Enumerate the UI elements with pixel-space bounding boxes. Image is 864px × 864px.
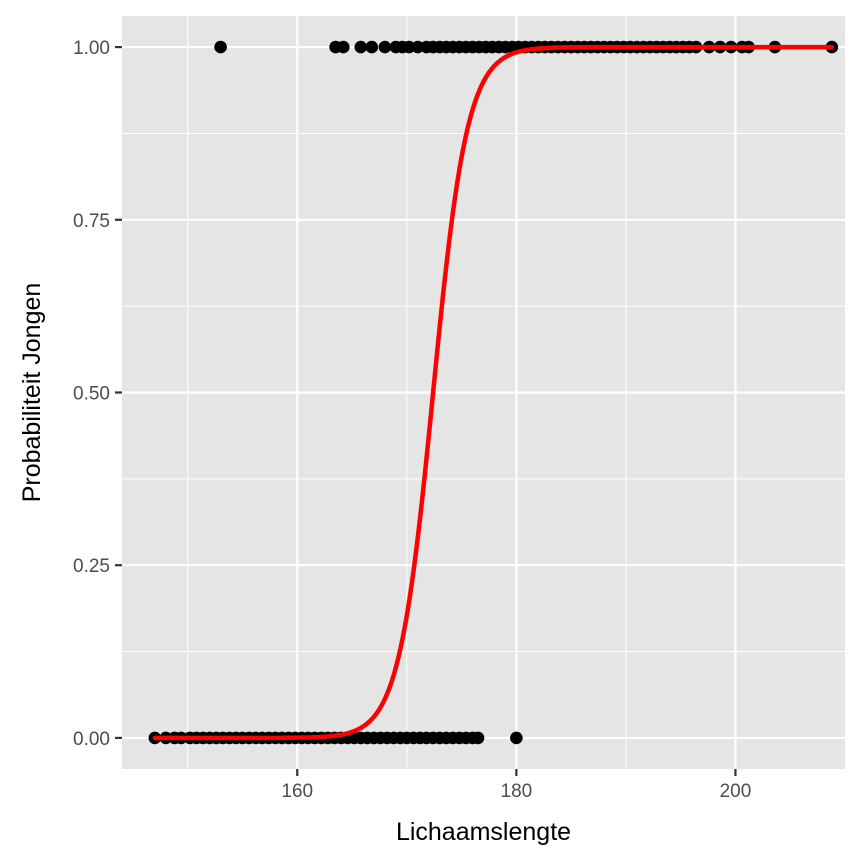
y-tick-label: 1.00	[73, 38, 110, 59]
y-axis-title: Probabiliteit Jongen	[18, 283, 46, 503]
data-point	[336, 40, 350, 54]
x-tick-label: 160	[281, 781, 313, 802]
logistic-fit-curve	[152, 44, 835, 741]
data-point	[354, 40, 368, 54]
data-point	[471, 731, 485, 745]
y-tick-label: 0.75	[73, 211, 110, 232]
x-tick-label: 180	[501, 781, 533, 802]
x-axis: 160 180 200	[281, 769, 751, 802]
data-point	[402, 40, 416, 54]
data-point	[214, 40, 227, 54]
y-axis: 0.00 0.25 0.50 0.75 1.00	[73, 38, 122, 750]
y-tick-label: 0.50	[73, 384, 110, 405]
data-point	[411, 40, 425, 54]
data-points	[148, 40, 839, 745]
data-point	[378, 40, 392, 54]
data-point	[365, 40, 379, 54]
x-tick-label: 200	[720, 781, 752, 802]
x-axis-title: Lichaamslengte	[396, 818, 571, 846]
data-point	[510, 731, 523, 745]
y-tick-label: 0.00	[73, 729, 110, 750]
y-tick-label: 0.25	[73, 556, 110, 577]
